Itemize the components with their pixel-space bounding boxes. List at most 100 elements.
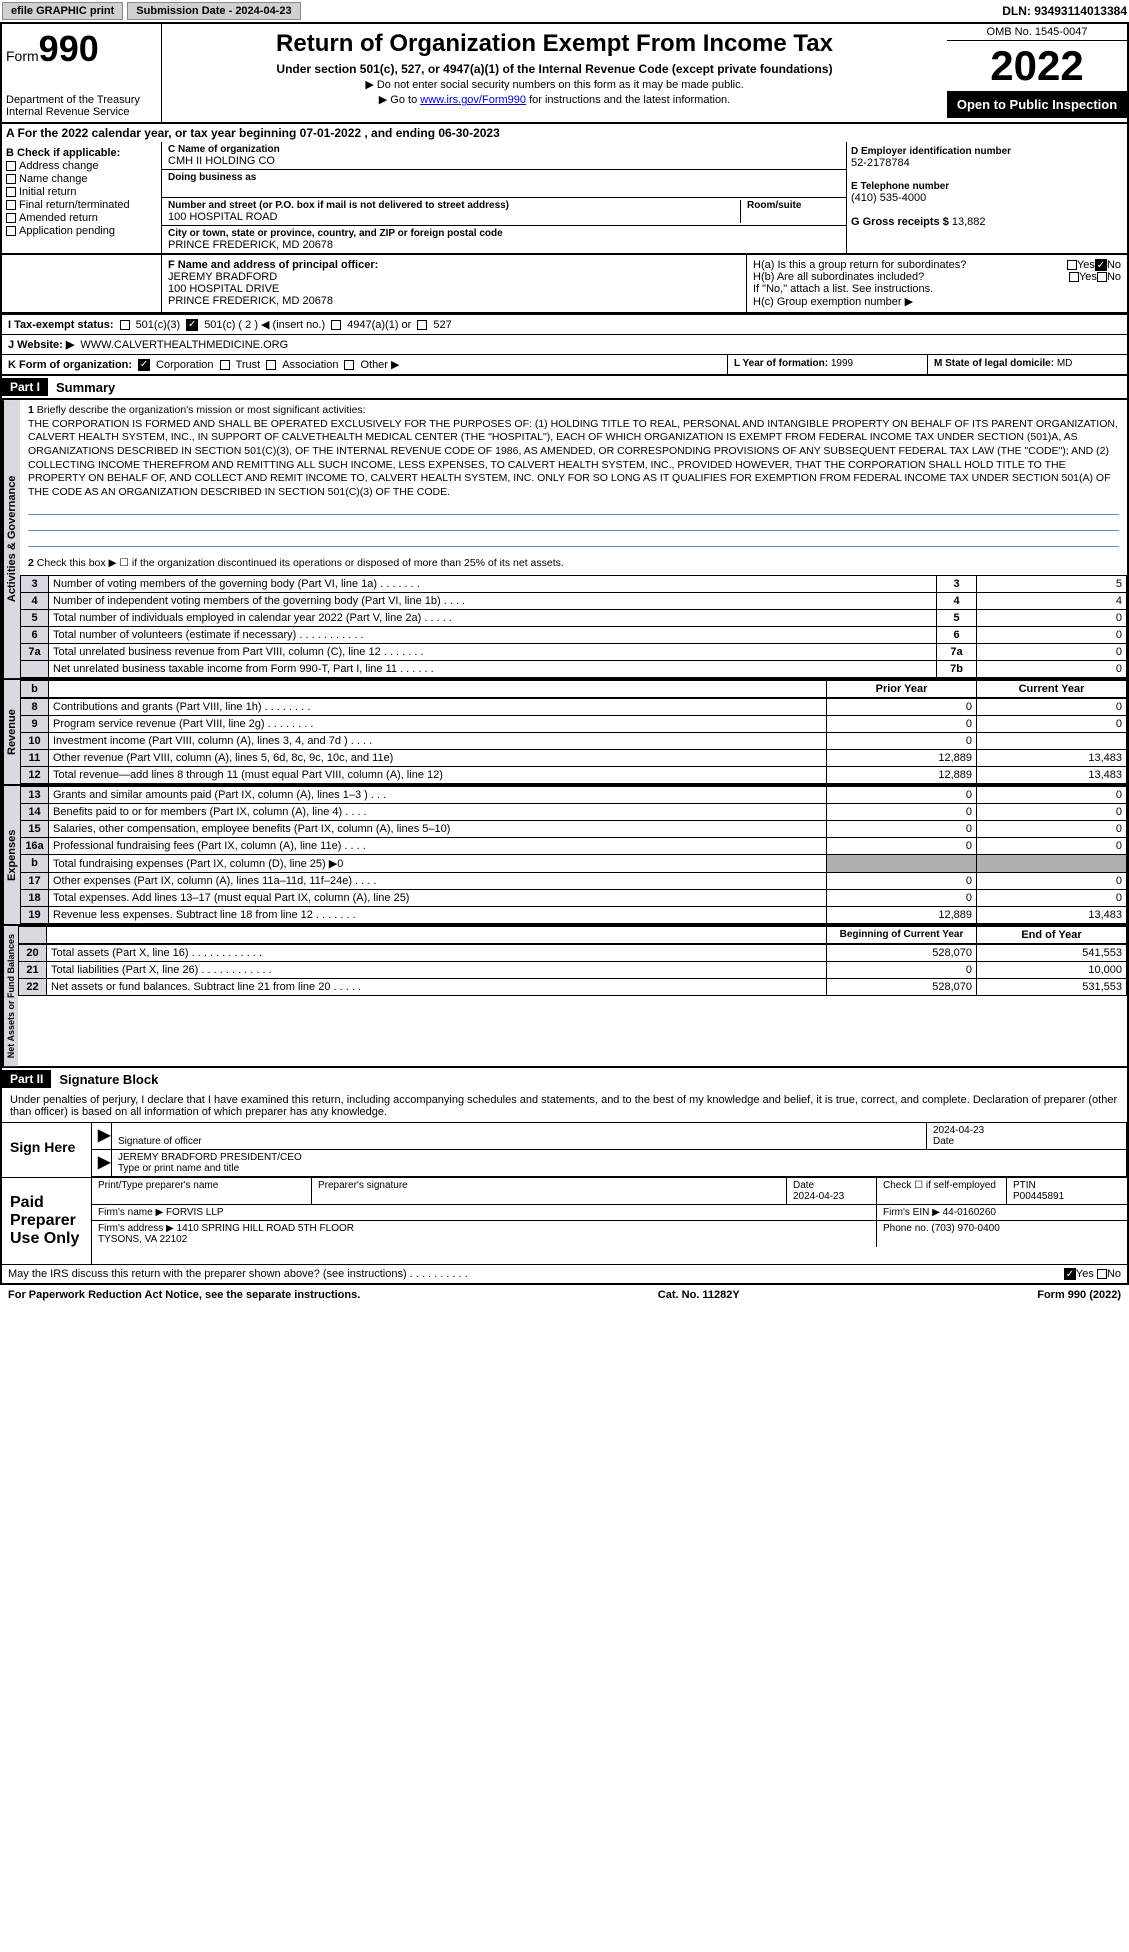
chk-4947[interactable] (331, 320, 341, 330)
end-year-hdr: End of Year (977, 927, 1127, 944)
officer-typed-name: JEREMY BRADFORD PRESIDENT/CEO (118, 1152, 302, 1163)
chk-amended[interactable]: Amended return (6, 212, 157, 224)
room-label: Room/suite (740, 200, 840, 223)
line2-text: Check this box ▶ ☐ if the organization d… (37, 557, 564, 569)
firm-phone-label: Phone no. (883, 1223, 929, 1234)
sig-date-label: Date (933, 1136, 954, 1147)
dept-label: Department of the Treasury Internal Reve… (6, 94, 157, 118)
dba-label: Doing business as (168, 172, 256, 183)
discuss-label: May the IRS discuss this return with the… (8, 1268, 1064, 1280)
self-employed-label: Check ☐ if self-employed (877, 1178, 1007, 1204)
chk-final[interactable]: Final return/terminated (6, 199, 157, 211)
form-number: Form990 (6, 28, 157, 70)
chk-corp[interactable]: ✓ (138, 359, 150, 371)
side-governance: Activities & Governance (2, 400, 20, 678)
ha-yes-chk[interactable] (1067, 260, 1077, 270)
domicile-label: M State of legal domicile: (934, 358, 1054, 369)
goto-note: ▶ Go to www.irs.gov/Form990 for instruct… (168, 93, 941, 106)
cat-no: Cat. No. 11282Y (360, 1289, 1037, 1301)
ha-no-chk[interactable]: ✓ (1095, 259, 1107, 271)
firm-name-label: Firm's name ▶ (98, 1207, 163, 1218)
ptin-value: P00445891 (1013, 1191, 1064, 1202)
street-label: Number and street (or P.O. box if mail i… (168, 200, 509, 211)
begin-year-hdr: Beginning of Current Year (827, 927, 977, 944)
efile-print-button[interactable]: efile GRAPHIC print (2, 2, 123, 20)
side-expenses: Expenses (2, 786, 20, 924)
chk-assoc[interactable] (266, 360, 276, 370)
part2-label: Part II (2, 1070, 51, 1088)
irs-link[interactable]: www.irs.gov/Form990 (420, 94, 526, 106)
paperwork-notice: For Paperwork Reduction Act Notice, see … (8, 1289, 360, 1301)
firm-addr-label: Firm's address ▶ (98, 1223, 174, 1234)
chk-501c3[interactable] (120, 320, 130, 330)
arrow-icon: ▶ (98, 1154, 110, 1171)
current-year-hdr: Current Year (977, 681, 1127, 698)
hb-no-chk[interactable] (1097, 272, 1107, 282)
type-name-label: Type or print name and title (118, 1163, 239, 1174)
form-org-label: K Form of organization: (8, 359, 132, 371)
paid-preparer-label: Paid Preparer Use Only (2, 1178, 92, 1264)
chk-name[interactable]: Name change (6, 173, 157, 185)
website-label: J Website: ▶ (8, 338, 74, 351)
chk-pending[interactable]: Application pending (6, 225, 157, 237)
group-return-label: H(a) Is this a group return for subordin… (753, 259, 1067, 271)
discuss-yes-chk[interactable]: ✓ (1064, 1268, 1076, 1280)
ptin-label: PTIN (1013, 1180, 1036, 1191)
submission-date-button[interactable]: Submission Date - 2024-04-23 (127, 2, 300, 20)
sig-officer-label: Signature of officer (118, 1136, 202, 1147)
chk-527[interactable] (417, 320, 427, 330)
gross-receipts-label: G Gross receipts $ (851, 216, 949, 228)
chk-other[interactable] (344, 360, 354, 370)
officer-street: 100 HOSPITAL DRIVE (168, 283, 279, 295)
sig-date-value: 2024-04-23 (933, 1125, 984, 1136)
form-ref: Form 990 (2022) (1037, 1289, 1121, 1301)
arrow-icon: ▶ (98, 1127, 110, 1144)
officer-name: JEREMY BRADFORD (168, 271, 277, 283)
domicile-value: MD (1057, 358, 1073, 369)
org-name-label: C Name of organization (168, 144, 280, 155)
section-b-label: B Check if applicable: (6, 147, 157, 159)
prior-year-hdr: Prior Year (827, 681, 977, 698)
chk-address[interactable]: Address change (6, 160, 157, 172)
part1-title: Summary (48, 380, 115, 395)
tax-year: 2022 (947, 41, 1127, 91)
tax-status-label: I Tax-exempt status: (8, 319, 114, 331)
org-name: CMH II HOLDING CO (168, 155, 275, 167)
prep-name-label: Print/Type preparer's name (92, 1178, 312, 1204)
gross-receipts-value: 13,882 (952, 216, 986, 228)
city-value: PRINCE FREDERICK, MD 20678 (168, 239, 333, 251)
section-a: A For the 2022 calendar year, or tax yea… (0, 124, 1129, 142)
firm-addr2: TYSONS, VA 22102 (98, 1234, 187, 1245)
side-revenue: Revenue (2, 680, 20, 784)
officer-label: F Name and address of principal officer: (168, 259, 378, 271)
prep-sig-label: Preparer's signature (312, 1178, 787, 1204)
year-formation-label: L Year of formation: (734, 358, 828, 369)
part2-title: Signature Block (51, 1072, 158, 1087)
chk-initial[interactable]: Initial return (6, 186, 157, 198)
side-netassets: Net Assets or Fund Balances (2, 926, 18, 1066)
dln-label: DLN: 93493114013384 (1002, 4, 1127, 18)
city-label: City or town, state or province, country… (168, 228, 503, 239)
firm-phone-value: (703) 970-0400 (931, 1223, 999, 1234)
website-value: WWW.CALVERTHEALTHMEDICINE.ORG (80, 339, 288, 351)
subordinates-note: If "No," attach a list. See instructions… (753, 283, 1121, 295)
officer-city: PRINCE FREDERICK, MD 20678 (168, 295, 333, 307)
year-formation-value: 1999 (831, 358, 853, 369)
subordinates-label: H(b) Are all subordinates included? (753, 271, 1069, 283)
group-exemption-label: H(c) Group exemption number ▶ (753, 295, 1121, 308)
firm-name-value: FORVIS LLP (166, 1207, 224, 1218)
discuss-no-chk[interactable] (1097, 1269, 1107, 1279)
inspection-label: Open to Public Inspection (947, 91, 1127, 118)
chk-501c[interactable]: ✓ (186, 319, 198, 331)
chk-trust[interactable] (220, 360, 230, 370)
omb-number: OMB No. 1545-0047 (947, 24, 1127, 41)
part1-label: Part I (2, 378, 48, 396)
firm-ein-value: 44-0160260 (943, 1207, 996, 1218)
ein-value: 52-2178784 (851, 157, 910, 169)
mission-text: THE CORPORATION IS FORMED AND SHALL BE O… (28, 418, 1118, 498)
penalty-text: Under penalties of perjury, I declare th… (2, 1090, 1127, 1122)
phone-label: E Telephone number (851, 181, 1123, 192)
firm-addr1: 1410 SPRING HILL ROAD 5TH FLOOR (177, 1223, 354, 1234)
hb-yes-chk[interactable] (1069, 272, 1079, 282)
firm-ein-label: Firm's EIN ▶ (883, 1207, 940, 1218)
